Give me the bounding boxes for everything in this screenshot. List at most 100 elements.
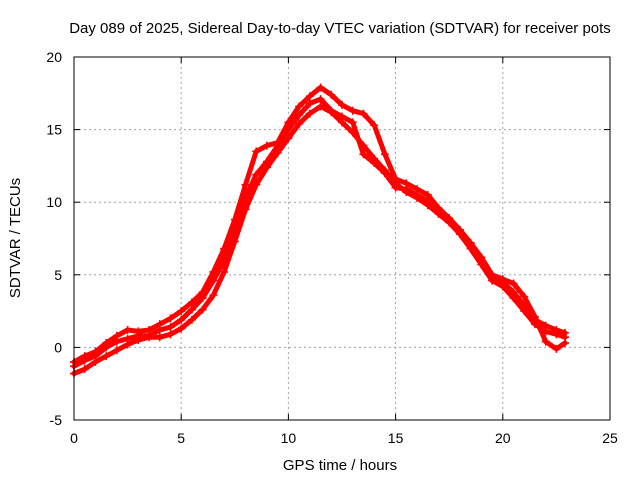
- data-point-plus-marker: [338, 112, 346, 121]
- data-point-plus-marker: [305, 92, 314, 101]
- data-point-plus-marker: [102, 343, 111, 352]
- data-point-plus-marker: [166, 314, 175, 323]
- data-point-plus-marker: [316, 102, 325, 111]
- y-tick-label: 10: [46, 194, 62, 210]
- y-tick-label: -5: [50, 412, 63, 428]
- data-point-plus-marker: [123, 334, 132, 343]
- data-point-plus-marker: [455, 228, 464, 237]
- data-point-plus-marker: [102, 352, 111, 361]
- data-point-plus-marker: [423, 196, 432, 205]
- data-point-plus-marker: [327, 90, 336, 99]
- grid-lines: [74, 57, 610, 420]
- data-point-plus-marker: [123, 325, 132, 334]
- data-point-plus-marker: [541, 337, 550, 346]
- data-point-plus-marker: [402, 185, 411, 194]
- data-point-plus-marker: [177, 315, 186, 324]
- x-tick-label: 5: [177, 430, 185, 446]
- data-point-plus-marker: [273, 141, 282, 150]
- data-point-plus-marker: [241, 180, 250, 189]
- data-point-plus-marker: [520, 292, 529, 301]
- data-point-plus-marker: [295, 119, 304, 128]
- data-point-plus-marker: [295, 102, 304, 111]
- data-point-plus-marker: [198, 294, 207, 303]
- data-point-plus-marker: [560, 339, 569, 348]
- y-tick-label: 5: [54, 267, 62, 283]
- data-point-plus-marker: [530, 315, 539, 324]
- data-series: [70, 83, 569, 378]
- x-tick-label: 0: [70, 430, 78, 446]
- data-point-plus-marker: [552, 344, 561, 353]
- data-point-plus-marker: [520, 301, 529, 310]
- data-point-plus-marker: [295, 111, 304, 120]
- data-point-plus-marker: [220, 267, 229, 276]
- data-point-plus-marker: [552, 325, 561, 334]
- data-point-plus-marker: [509, 279, 518, 288]
- data-point-plus-marker: [209, 276, 218, 285]
- data-point-plus-marker: [391, 174, 400, 183]
- data-point-plus-marker: [252, 170, 261, 179]
- data-point-plus-marker: [252, 147, 261, 156]
- data-point-plus-marker: [284, 134, 293, 143]
- data-point-plus-marker: [359, 150, 368, 159]
- data-point-plus-marker: [209, 291, 218, 300]
- data-point-plus-marker: [348, 118, 357, 127]
- data-point-plus-marker: [305, 109, 314, 118]
- series-track-c: [70, 95, 569, 371]
- data-point-plus-marker: [155, 333, 164, 342]
- data-point-plus-marker: [134, 331, 143, 340]
- data-point-plus-marker: [434, 206, 443, 215]
- data-point-plus-marker: [187, 298, 196, 307]
- y-tick-label: 15: [46, 122, 62, 138]
- x-tick-label: 15: [388, 430, 404, 446]
- data-point-plus-marker: [112, 346, 121, 355]
- data-point-plus-marker: [220, 256, 229, 265]
- data-point-plus-marker: [305, 99, 314, 108]
- y-tick-label: 20: [46, 49, 62, 65]
- data-point-plus-marker: [498, 278, 507, 287]
- data-point-plus-marker: [370, 121, 379, 130]
- data-point-plus-marker: [91, 352, 100, 361]
- data-point-plus-marker: [380, 150, 389, 159]
- data-point-plus-marker: [359, 109, 368, 118]
- data-point-plus-marker: [509, 288, 518, 297]
- data-point-plus-marker: [80, 356, 89, 365]
- data-point-plus-marker: [262, 141, 271, 150]
- data-point-plus-marker: [413, 190, 422, 199]
- data-point-plus-marker: [177, 307, 186, 316]
- x-tick-label: 10: [281, 430, 297, 446]
- data-point-plus-marker: [488, 273, 497, 282]
- x-tick-label: 20: [495, 430, 511, 446]
- data-point-plus-marker: [262, 157, 271, 166]
- data-point-plus-marker: [241, 193, 250, 202]
- axis-ticks: 0 5 10 15 20 25 -5 0 5 10 15 20: [46, 49, 618, 446]
- data-point-plus-marker: [187, 305, 196, 314]
- x-tick-label: 25: [602, 430, 618, 446]
- data-point-plus-marker: [187, 315, 196, 324]
- y-axis-label: SDTVAR / TECUs: [7, 178, 24, 298]
- data-point-plus-marker: [338, 100, 346, 109]
- data-point-plus-marker: [166, 330, 175, 339]
- data-point-plus-marker: [327, 106, 336, 115]
- data-point-plus-marker: [80, 365, 89, 374]
- data-point-plus-marker: [391, 183, 400, 192]
- data-point-plus-marker: [380, 169, 389, 178]
- data-point-plus-marker: [466, 241, 475, 250]
- data-point-plus-marker: [348, 106, 357, 115]
- data-point-plus-marker: [112, 337, 121, 346]
- plot-frame: [73, 56, 611, 421]
- data-point-plus-marker: [155, 325, 164, 334]
- data-point-plus-marker: [370, 158, 379, 167]
- data-point-plus-marker: [316, 95, 325, 104]
- data-point-plus-marker: [230, 225, 239, 234]
- chart-title: Day 089 of 2025, Sidereal Day-to-day VTE…: [69, 20, 611, 37]
- data-point-plus-marker: [198, 305, 207, 314]
- data-point-plus-marker: [166, 323, 175, 332]
- data-point-plus-marker: [477, 256, 486, 265]
- y-tick-label: 0: [54, 339, 62, 355]
- data-point-plus-marker: [145, 331, 154, 340]
- data-point-plus-marker: [284, 125, 293, 134]
- data-point-plus-marker: [541, 321, 550, 330]
- data-point-plus-marker: [560, 328, 569, 337]
